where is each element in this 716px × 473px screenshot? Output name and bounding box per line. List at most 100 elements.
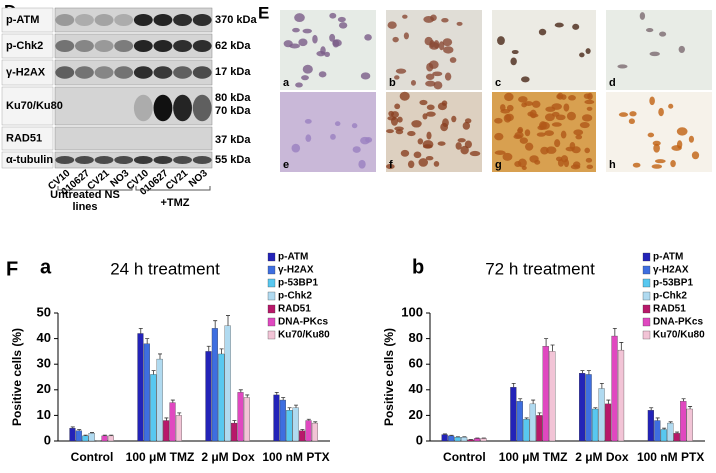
cell <box>586 158 592 163</box>
error-bar <box>669 422 673 423</box>
bar <box>82 436 88 441</box>
bar <box>163 421 169 441</box>
legend-label: p-Chk2 <box>278 291 312 302</box>
image-label: f <box>389 159 393 171</box>
cell <box>295 82 303 87</box>
cell <box>530 113 539 117</box>
y-tick-label: 80 <box>409 330 423 345</box>
blot-band <box>154 66 173 79</box>
blot-band <box>173 156 192 164</box>
bar <box>206 351 212 441</box>
cell <box>568 95 576 100</box>
error-bar <box>518 399 522 402</box>
error-bar <box>675 432 679 433</box>
cell <box>330 134 336 140</box>
blot-band <box>114 14 133 26</box>
cell <box>649 97 655 106</box>
cell <box>659 32 666 37</box>
cell <box>465 141 472 149</box>
blot-band <box>95 66 114 79</box>
blot-band <box>154 95 173 122</box>
cell <box>552 122 562 126</box>
cell <box>423 16 434 23</box>
blot-band <box>193 40 212 52</box>
cell <box>456 142 462 150</box>
blot-band <box>55 40 74 52</box>
cell <box>652 164 662 169</box>
bar <box>612 336 618 441</box>
y-tick-label: 0 <box>416 432 423 447</box>
cell <box>443 46 453 53</box>
cell <box>573 161 580 168</box>
blot-band <box>114 40 133 52</box>
cell <box>629 111 636 116</box>
chart-title: 24 h treatment <box>110 259 220 278</box>
bar <box>218 354 224 441</box>
bar <box>510 387 516 441</box>
legend-label: RAD51 <box>278 304 311 315</box>
cell <box>438 141 446 145</box>
blot-band <box>95 156 114 164</box>
cell <box>458 138 466 142</box>
cell <box>554 139 560 147</box>
cell <box>339 22 347 28</box>
error-bar <box>245 395 249 398</box>
x-tick-label: 2 μM Dox <box>201 450 255 464</box>
cell <box>434 161 440 167</box>
cell <box>584 148 590 154</box>
legend-label: γ-H2AX <box>278 265 314 276</box>
bar <box>592 409 598 441</box>
x-tick-label: Control <box>443 450 486 464</box>
blot-band <box>173 14 192 26</box>
cell <box>401 150 409 157</box>
legend-label: Ku70/Ku80 <box>278 330 330 341</box>
legend-swatch <box>268 292 275 300</box>
legend-swatch <box>643 331 650 339</box>
cell <box>504 93 513 101</box>
bar <box>661 429 667 441</box>
error-bar <box>649 408 653 411</box>
cell <box>658 108 664 116</box>
bar <box>654 421 660 441</box>
micrograph <box>606 10 712 90</box>
cell <box>443 38 453 46</box>
error-bar <box>593 408 597 409</box>
y-tick-label: 0 <box>44 432 51 447</box>
panel-letter: a <box>40 256 52 278</box>
lane-label: CV21 <box>164 168 191 193</box>
error-bar <box>294 405 298 408</box>
cell <box>338 17 346 22</box>
cell <box>365 137 372 143</box>
bar <box>549 351 555 441</box>
bar <box>605 404 611 441</box>
cell <box>408 161 414 169</box>
panel-letter: E <box>258 3 269 22</box>
error-bar <box>71 427 75 428</box>
cell <box>440 123 448 131</box>
bar <box>599 389 605 441</box>
bar <box>579 373 585 441</box>
image-label: h <box>609 159 616 171</box>
cell <box>587 107 593 111</box>
y-tick-label: 20 <box>37 381 51 396</box>
protein-label: RAD51 <box>6 132 42 144</box>
legend-swatch <box>268 318 275 326</box>
error-bar <box>656 418 660 421</box>
cell <box>332 39 342 46</box>
cell <box>388 21 397 28</box>
size-label: 80 kDa <box>215 92 251 104</box>
bar <box>280 400 286 441</box>
legend-label: RAD51 <box>653 304 686 315</box>
panel-letter: F <box>6 258 18 280</box>
cell <box>391 111 399 118</box>
bar <box>618 350 624 441</box>
cell <box>557 93 563 100</box>
bar <box>76 431 82 441</box>
error-bar <box>281 397 285 400</box>
protein-label: α-tubulin <box>6 154 53 166</box>
error-bar <box>300 429 304 430</box>
cell <box>434 81 443 89</box>
legend-label: p-53BP1 <box>278 278 318 289</box>
cell <box>558 159 564 167</box>
cell <box>429 60 439 69</box>
